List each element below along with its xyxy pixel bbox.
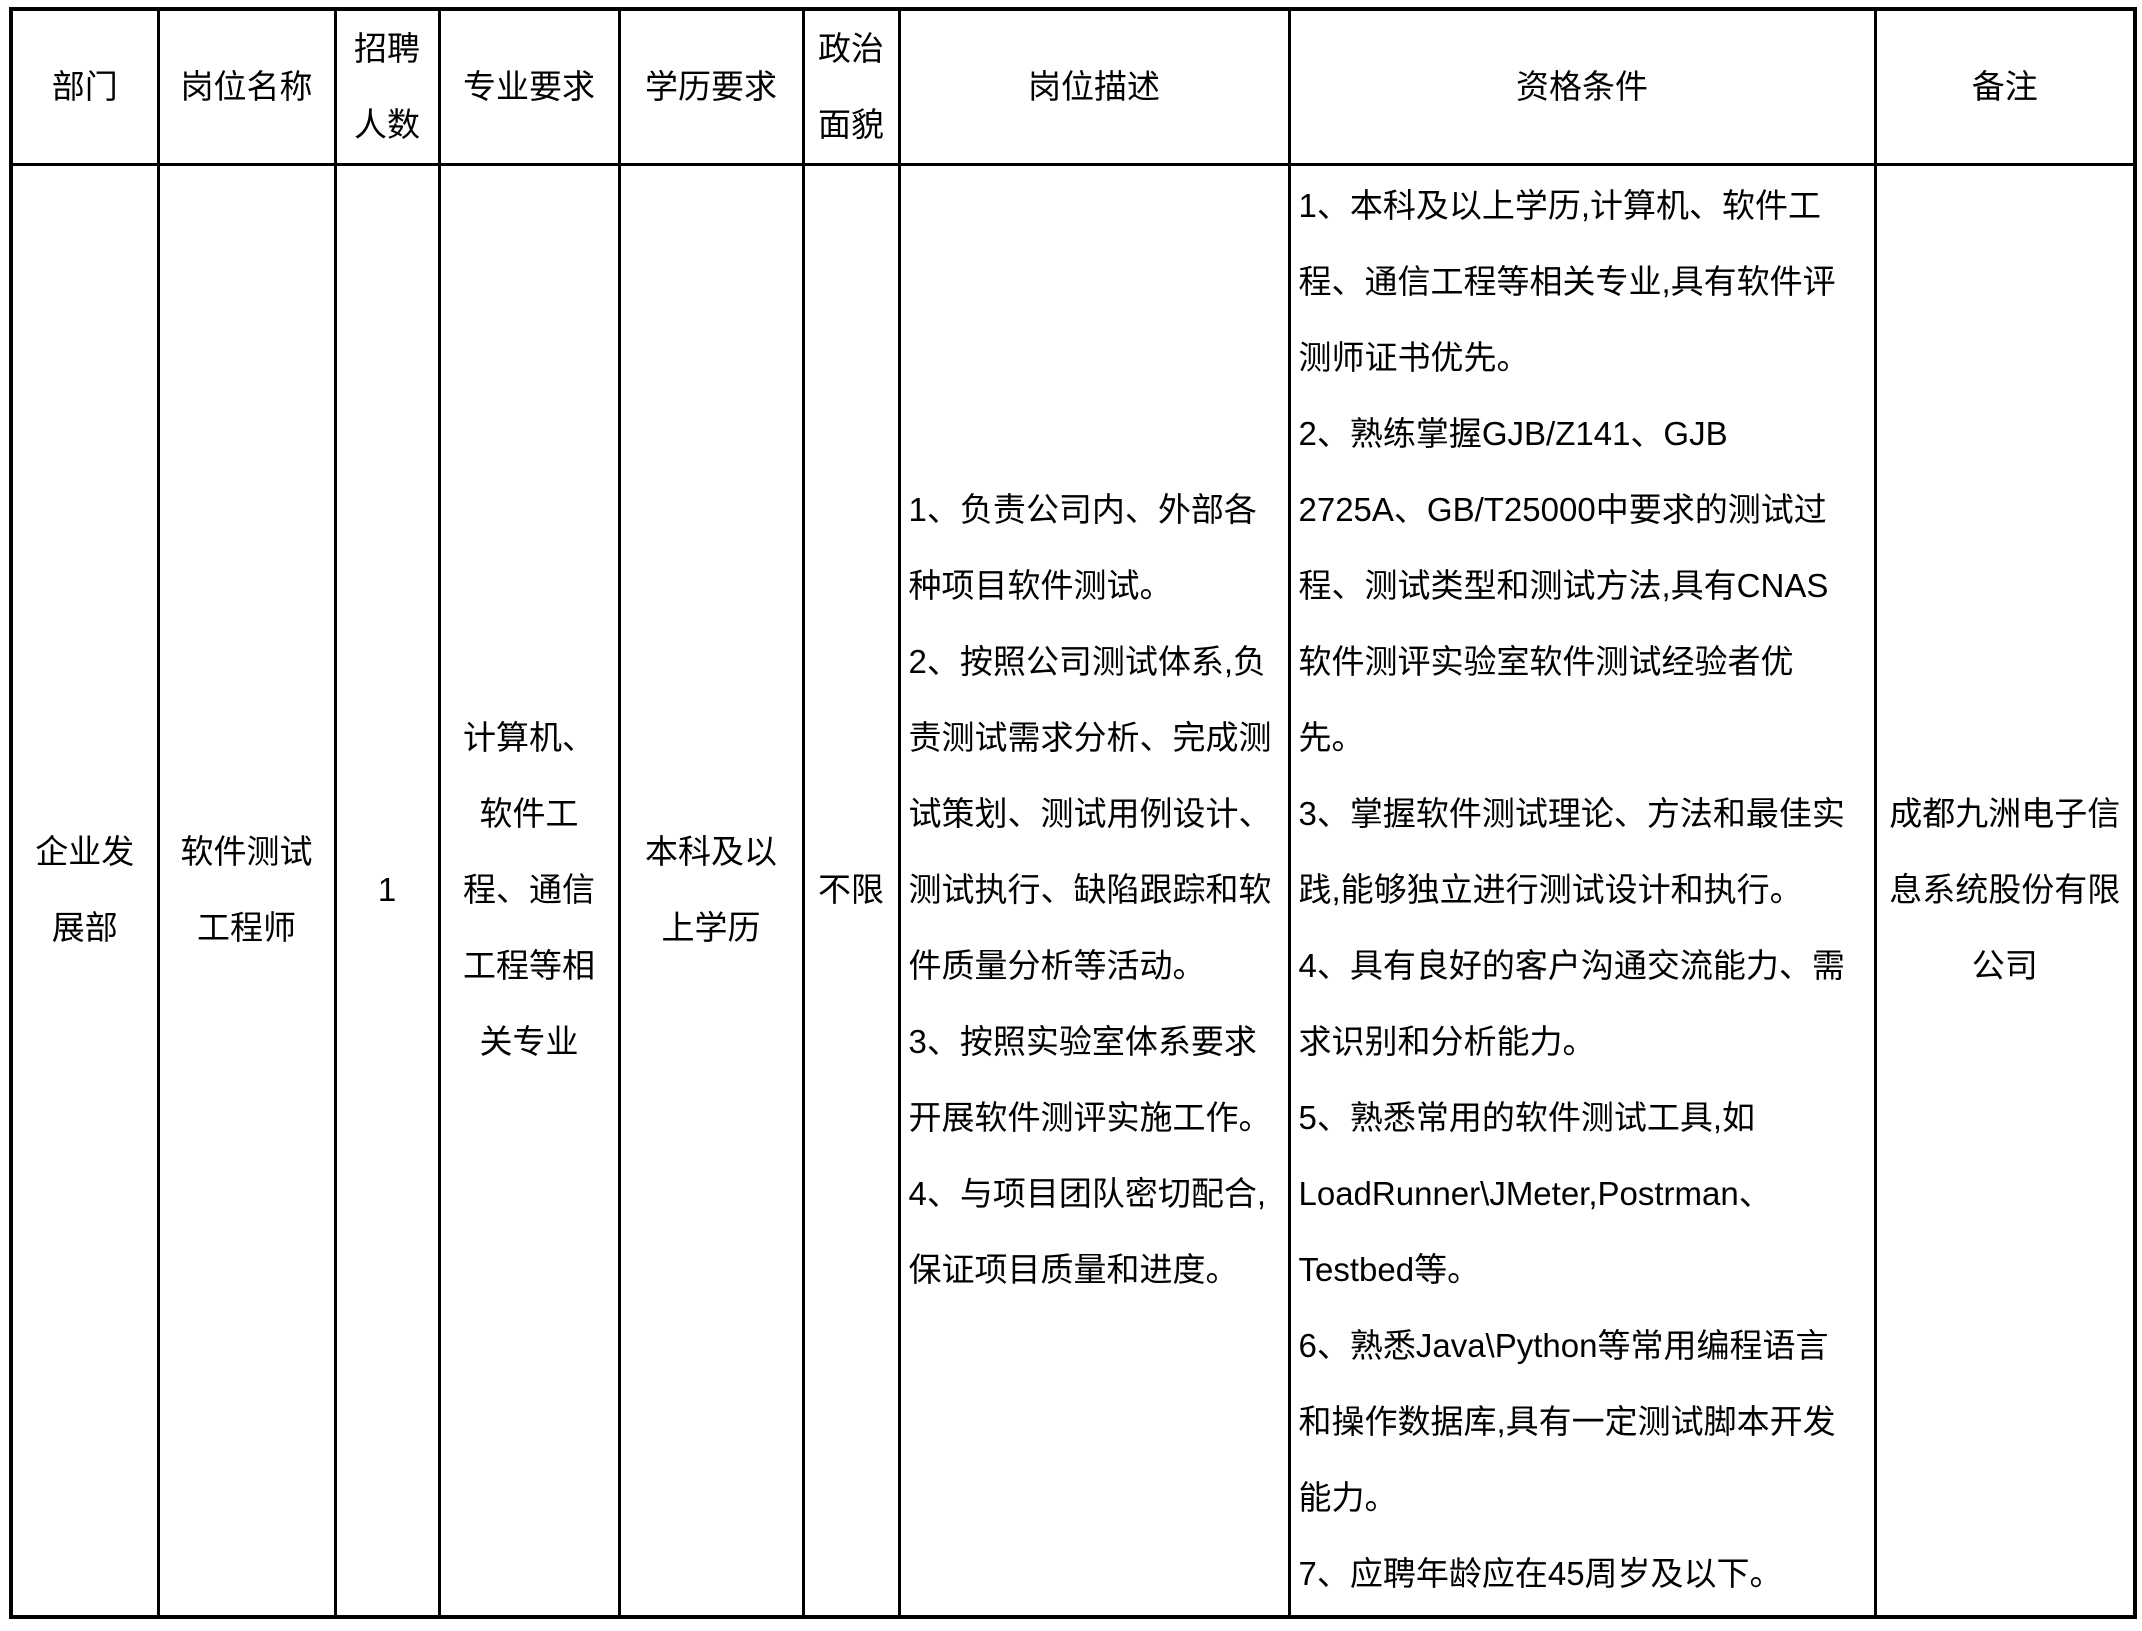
header-row: 部门 岗位名称 招聘 人数 专业要求 学历要求 政治 面貌 岗位描述 资格条件 …	[9, 7, 2137, 166]
col-header-remarks: 备注	[1873, 7, 2137, 166]
col-header-job-description: 岗位描述	[897, 7, 1291, 166]
col-header-education-requirement: 学历要求	[617, 7, 805, 166]
col-header-political-status: 政治 面貌	[801, 7, 901, 166]
cell-job-description: 1、负责公司内、外部各 种项目软件测试。 2、按照公司测试体系,负 责测试需求分…	[897, 163, 1291, 1618]
col-header-department: 部门	[9, 7, 160, 166]
table-row: 企业发 展部 软件测试 工程师 1 计算机、 软件工 程、通信 工程等相 关专业…	[9, 163, 2137, 1618]
cell-political-status: 不限	[801, 163, 901, 1618]
col-header-major-requirement: 专业要求	[437, 7, 621, 166]
cell-remarks: 成都九洲电子信 息系统股份有限 公司	[1873, 163, 2137, 1618]
cell-position-name: 软件测试 工程师	[156, 163, 337, 1618]
job-table: 部门 岗位名称 招聘 人数 专业要求 学历要求 政治 面貌 岗位描述 资格条件 …	[9, 7, 2137, 1619]
cell-headcount: 1	[333, 163, 441, 1618]
col-header-position-name: 岗位名称	[156, 7, 337, 166]
col-header-headcount: 招聘 人数	[333, 7, 441, 166]
cell-major-requirement: 计算机、 软件工 程、通信 工程等相 关专业	[437, 163, 621, 1618]
cell-department: 企业发 展部	[9, 163, 160, 1618]
col-header-qualifications: 资格条件	[1287, 7, 1877, 166]
cell-education-requirement: 本科及以 上学历	[617, 163, 805, 1618]
cell-qualifications: 1、本科及以上学历,计算机、软件工 程、通信工程等相关专业,具有软件评 测师证书…	[1287, 163, 1877, 1618]
